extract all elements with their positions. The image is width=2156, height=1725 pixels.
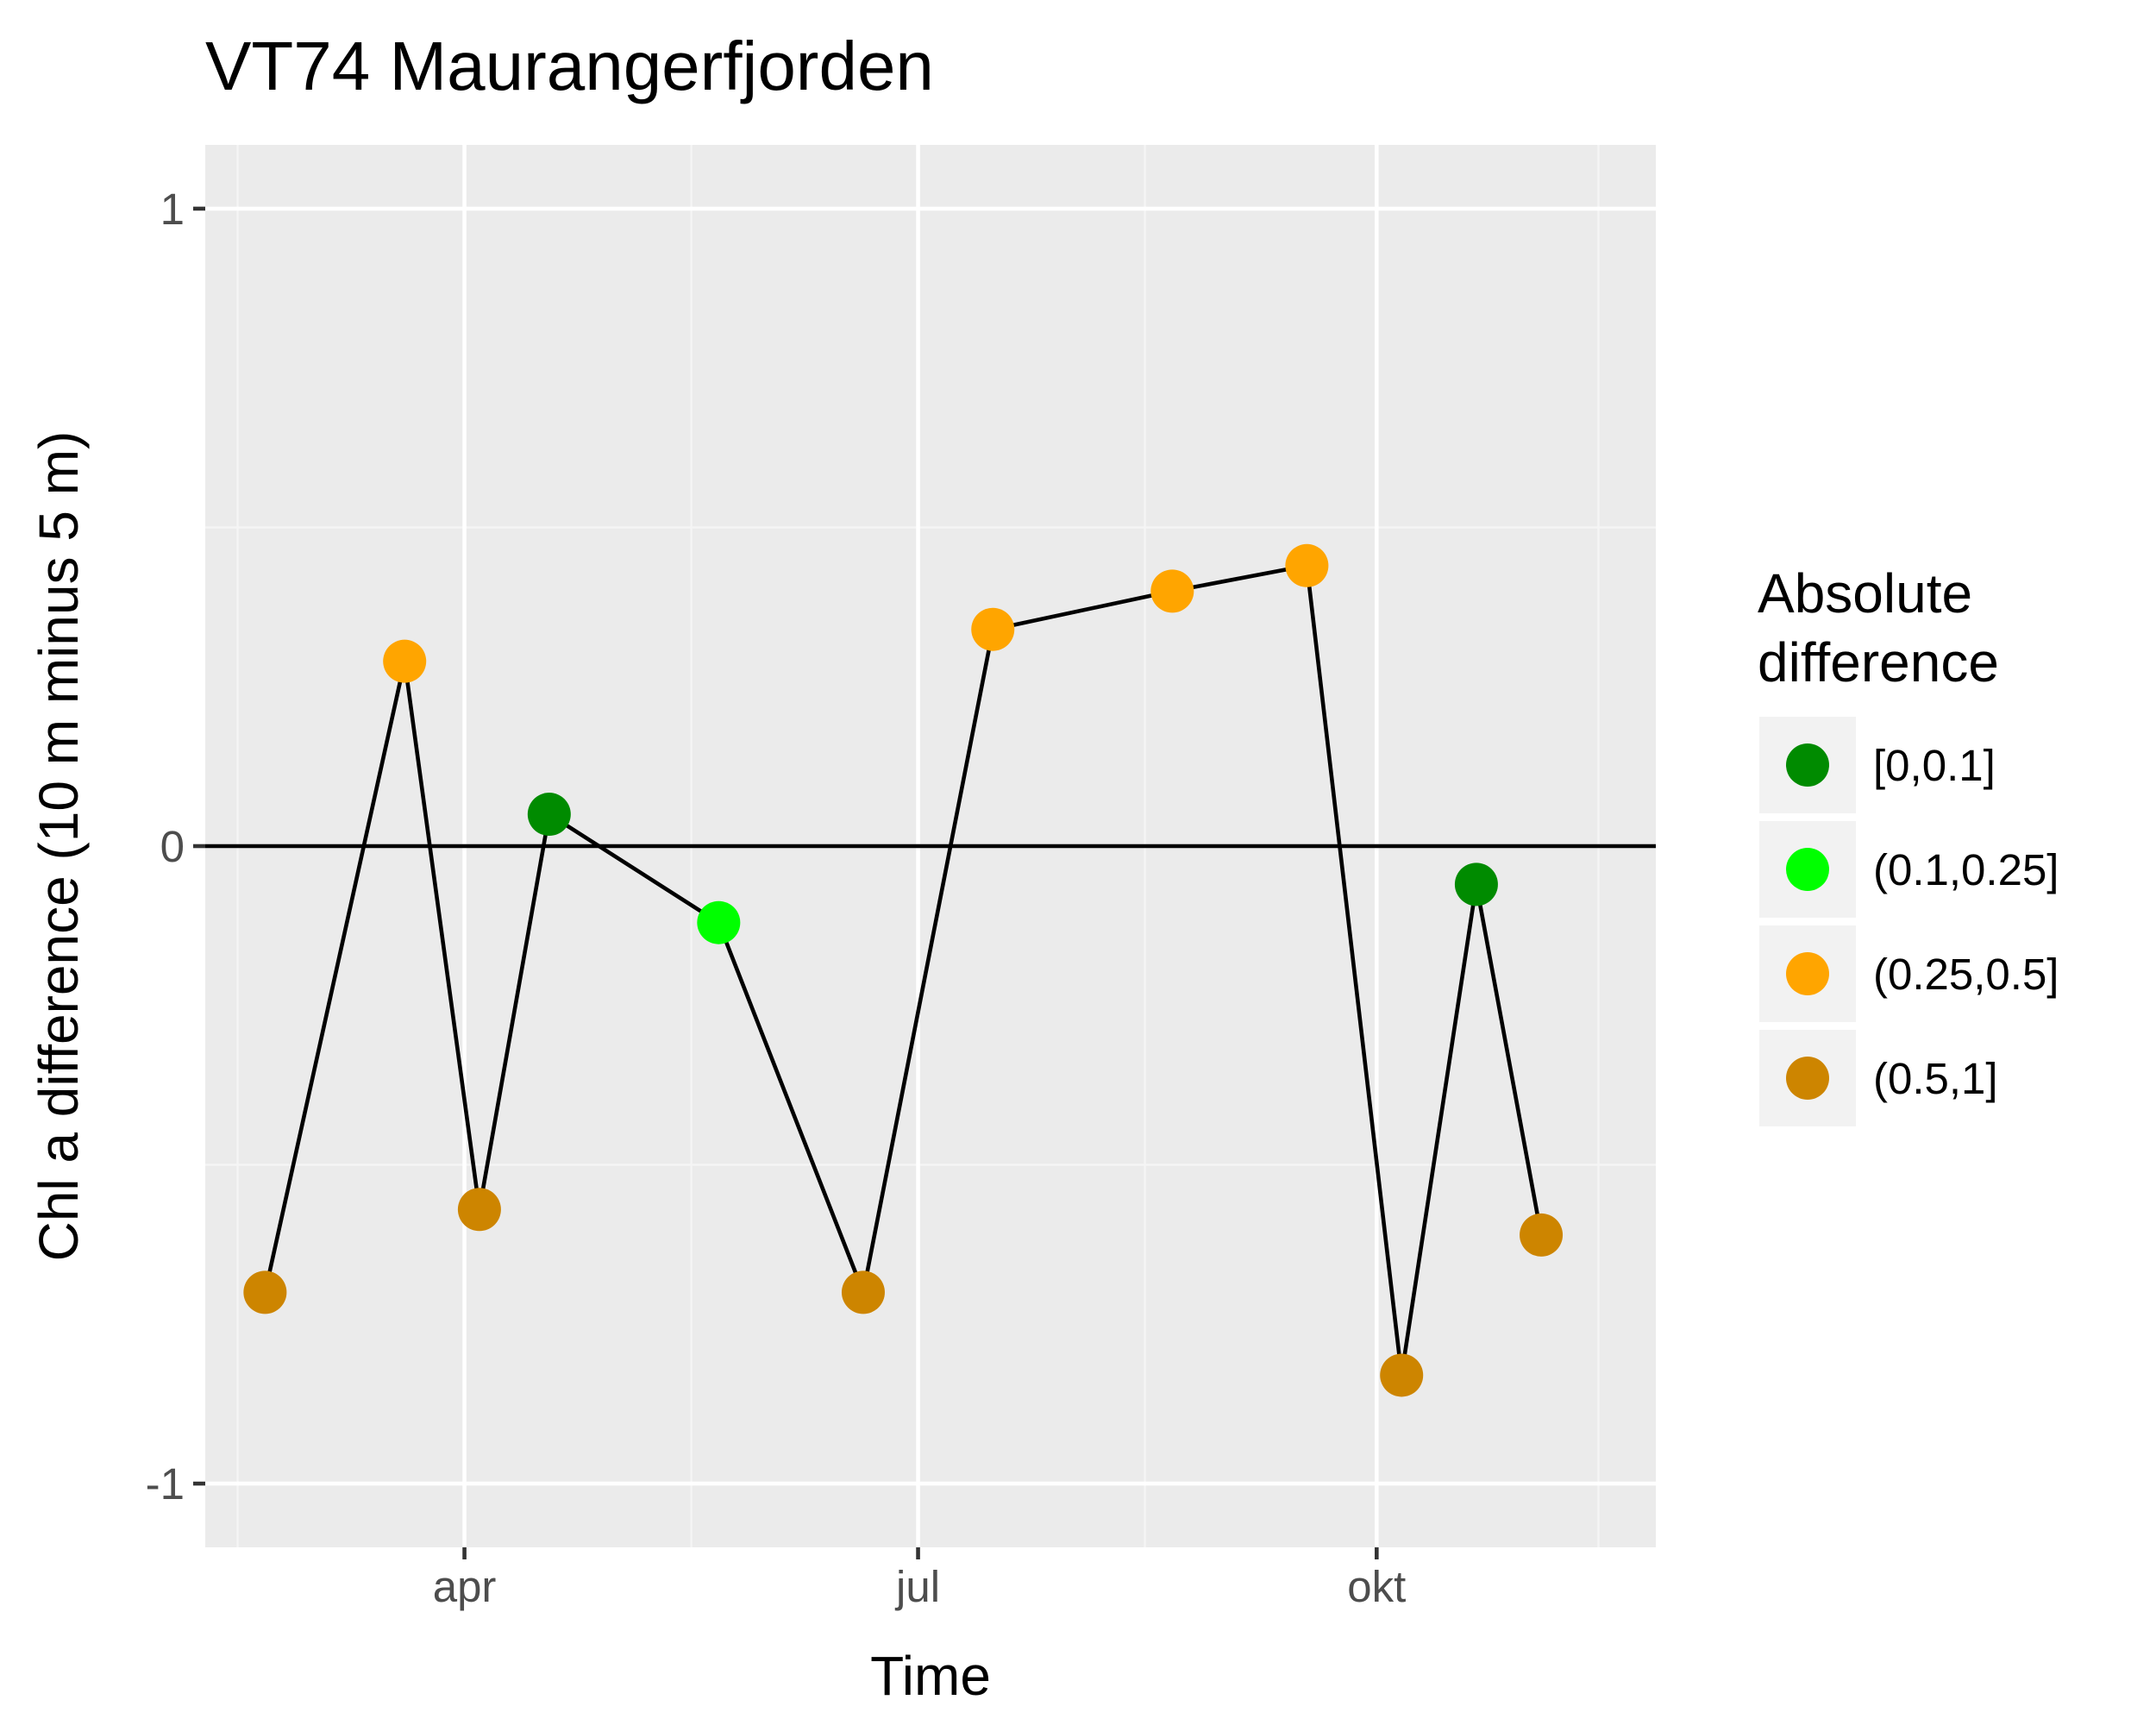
y-tick-label: 0 <box>160 822 185 871</box>
legend-title: Absolute <box>1758 562 1972 624</box>
data-point <box>1150 569 1194 613</box>
legend-label: (0.1,0.25] <box>1873 845 2059 894</box>
x-tick-label: jul <box>894 1562 940 1611</box>
data-point <box>383 639 427 683</box>
y-tick-label: 1 <box>160 185 185 234</box>
legend-label: (0.25,0.5] <box>1873 950 2059 999</box>
chart-title: VT74 Maurangerfjorden <box>205 28 934 104</box>
data-point <box>697 900 741 944</box>
legend-marker <box>1786 743 1829 787</box>
data-series <box>243 543 1564 1397</box>
x-tick-label: okt <box>1347 1562 1406 1611</box>
x-tick-label: apr <box>433 1562 497 1611</box>
legend: Absolute difference [0,0.1] (0.1,0.25] (0.25… <box>1758 562 2059 1126</box>
legend-marker <box>1786 1057 1829 1100</box>
data-point <box>527 793 571 837</box>
x-axis-title: Time <box>870 1645 991 1707</box>
legend-title: difference <box>1758 631 1999 693</box>
data-point <box>971 607 1015 651</box>
data-point <box>457 1188 501 1232</box>
data-point <box>1380 1353 1424 1397</box>
series-line <box>263 563 1544 1377</box>
grid <box>205 145 1656 1547</box>
data-point <box>1454 862 1498 906</box>
y-tick-label: -1 <box>146 1459 185 1509</box>
data-point <box>841 1270 885 1314</box>
axes: -1 0 1 apr jul okt <box>146 185 1407 1611</box>
data-point <box>1520 1213 1564 1257</box>
data-point <box>1285 543 1329 587</box>
y-axis-title: Chl a difference (10 m minus 5 m) <box>28 431 90 1262</box>
legend-label: (0.5,1] <box>1873 1054 1998 1103</box>
legend-marker <box>1786 952 1829 995</box>
legend-marker <box>1786 848 1829 891</box>
legend-label: [0,0.1] <box>1873 741 1996 790</box>
data-point <box>243 1270 287 1314</box>
